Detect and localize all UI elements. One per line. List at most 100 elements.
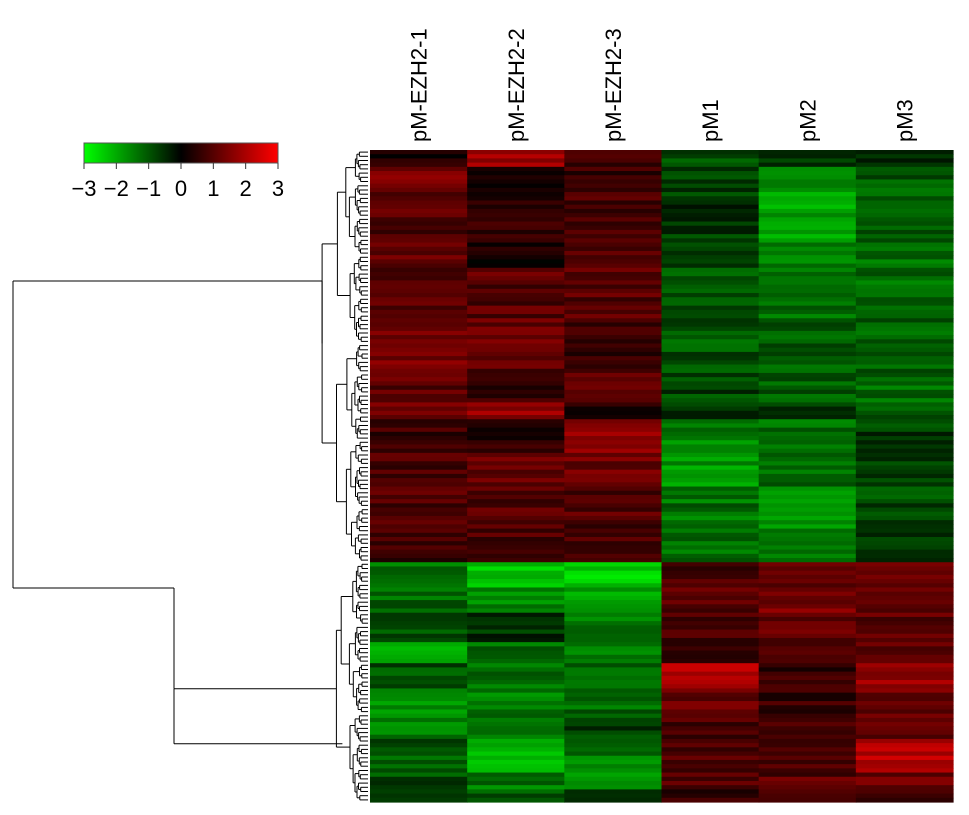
heatmap-cell (564, 229, 663, 235)
heatmap-cell (758, 696, 857, 702)
heatmap-cell (467, 637, 565, 643)
heatmap-cell (370, 545, 468, 551)
heatmap-cell (467, 785, 565, 790)
heatmap-cell (467, 171, 565, 176)
heatmap-cell (855, 701, 954, 706)
heatmap-cell (564, 532, 663, 538)
heatmap-cell (661, 558, 760, 563)
heatmap-cell (564, 482, 663, 488)
heatmap-cell (370, 200, 468, 206)
heatmap-cell (370, 793, 468, 799)
heatmap-cell (758, 335, 857, 340)
heatmap-cell (855, 633, 954, 639)
heatmap-cell (758, 709, 857, 715)
heatmap-cell (758, 200, 857, 206)
heatmap-cell (467, 229, 565, 235)
heatmap-cell (467, 431, 565, 437)
heatmap-cell (467, 372, 565, 378)
heatmap-cell (855, 415, 954, 420)
heatmap-cell (564, 314, 663, 319)
heatmap-cell (758, 793, 857, 799)
heatmap-cell (370, 696, 468, 702)
heatmap-cell (564, 465, 663, 471)
heatmap-cell (758, 507, 857, 513)
heatmap-cell (564, 637, 663, 643)
heatmap-cell (855, 541, 954, 547)
heatmap-cell (370, 238, 468, 244)
heatmap-cell (467, 356, 565, 361)
heatmap-cell (370, 591, 468, 597)
heatmap-cell (758, 393, 857, 399)
heatmap-cell (370, 751, 468, 757)
heatmap-cell (758, 759, 857, 765)
heatmap-cell (855, 675, 954, 681)
heatmap-cell (661, 503, 760, 509)
heatmap-cell (661, 423, 760, 429)
heatmap-cell (370, 284, 468, 290)
heatmap-cell (661, 461, 760, 467)
heatmap-cell (467, 162, 565, 168)
heatmap-cell (467, 204, 565, 210)
heatmap-cell (855, 642, 954, 647)
heatmap-cell (758, 604, 857, 610)
heatmap-cell (467, 541, 565, 547)
heatmap-cell (564, 503, 663, 509)
heatmap-cell (564, 410, 663, 416)
heatmap-cell (564, 171, 663, 176)
heatmap-cell (758, 532, 857, 538)
heatmap-cell (370, 242, 468, 248)
heatmap-cell (661, 524, 760, 530)
heatmap-cell (758, 486, 857, 492)
heatmap-cell (661, 726, 760, 732)
heatmap-cell (467, 150, 565, 155)
heatmap-cell (467, 436, 565, 441)
heatmap-cell (467, 553, 565, 559)
heatmap-cell (564, 600, 663, 605)
heatmap-cell (467, 427, 565, 433)
heatmap-cell (370, 637, 468, 643)
heatmap-cell (758, 225, 857, 231)
heatmap-cell (564, 671, 663, 677)
heatmap-cell (758, 150, 857, 155)
heatmap-cell (661, 562, 760, 568)
heatmap-cell (758, 448, 857, 454)
heatmap-cell (758, 318, 857, 324)
heatmap-cell (661, 734, 760, 740)
heatmap-cell (661, 427, 760, 433)
heatmap-cell (661, 541, 760, 547)
heatmap-cell (370, 667, 468, 673)
heatmap-cell (758, 738, 857, 744)
heatmap-cell (661, 595, 760, 601)
heatmap-cell (564, 406, 663, 412)
heatmap-cell (855, 654, 954, 660)
heatmap-cell (370, 600, 468, 605)
heatmap-cell (855, 785, 954, 790)
heatmap-cell (370, 335, 468, 340)
heatmap-cell (467, 633, 565, 639)
heatmap-cell (661, 553, 760, 559)
heatmap-cell (370, 671, 468, 677)
heatmap-cell (370, 759, 468, 765)
heatmap-cell (758, 591, 857, 597)
heatmap-cell (467, 322, 565, 328)
heatmap-cell (758, 633, 857, 639)
heatmap-cell (855, 478, 954, 483)
heatmap-cell (855, 406, 954, 412)
heatmap-cell (758, 482, 857, 488)
heatmap-cell (467, 545, 565, 551)
heatmap-cell (661, 738, 760, 744)
heatmap-cell (661, 654, 760, 660)
heatmap-cell (370, 372, 468, 378)
heatmap-cell (467, 793, 565, 799)
heatmap-cell (564, 621, 663, 626)
heatmap-cell (467, 499, 565, 504)
heatmap-cell (370, 158, 468, 164)
heatmap-cell (370, 680, 468, 685)
heatmap-cell (467, 608, 565, 614)
color-key-tick-label: 1 (207, 176, 219, 201)
heatmap-cell (661, 743, 760, 748)
heatmap-cell (370, 351, 468, 357)
heatmap-cell (758, 381, 857, 387)
heatmap-cell (855, 423, 954, 429)
heatmap-cell (661, 616, 760, 622)
